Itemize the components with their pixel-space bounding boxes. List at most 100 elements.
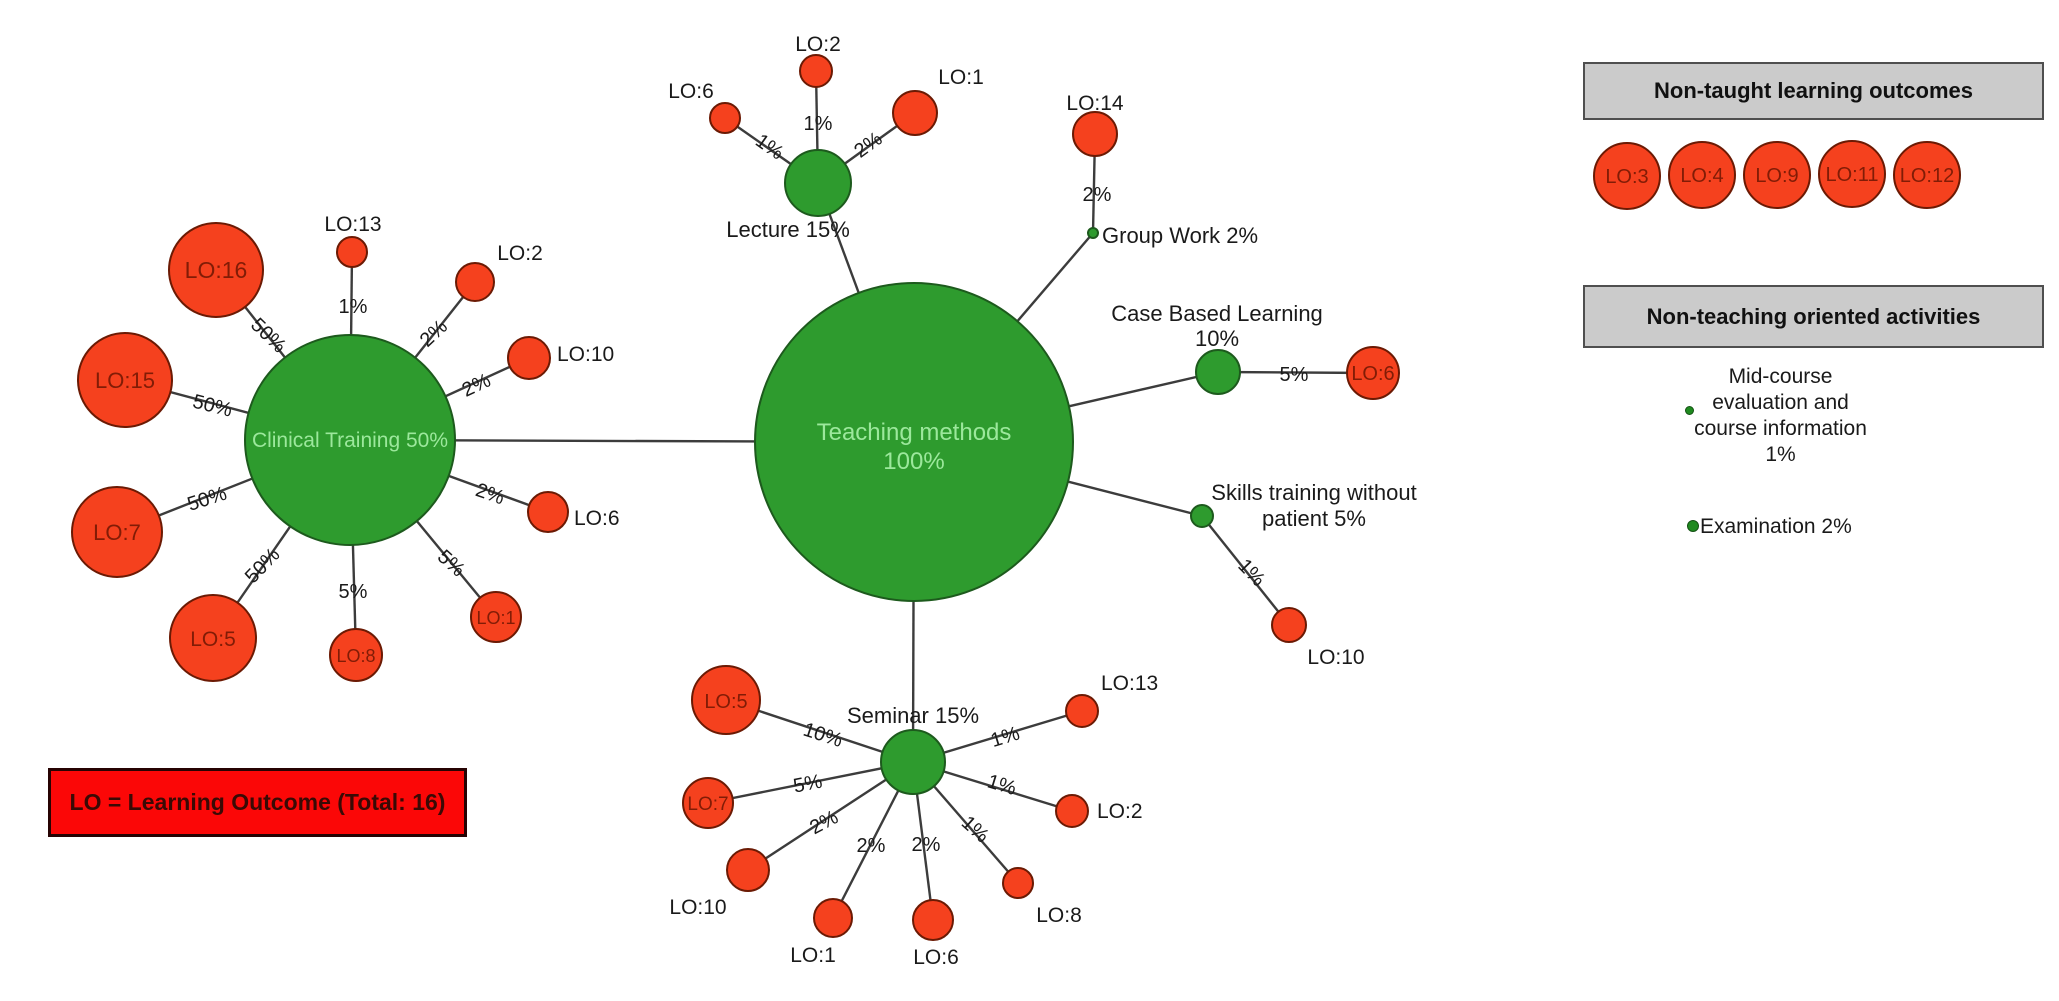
non-taught-outcomes-header: Non-taught learning outcomes (1583, 62, 2044, 120)
node-lo5-cli (169, 594, 257, 682)
edge-seminar-lo7-sem (707, 760, 914, 805)
node-lo8-sem (1002, 867, 1034, 899)
node-caption: LO:6 (574, 507, 620, 530)
node-label: LO:1 (476, 608, 515, 628)
examination-label: Examination 2% (1700, 515, 1852, 538)
node-caption: Group Work 2% (1102, 223, 1258, 248)
node-label: LO:7 (93, 520, 141, 545)
node-label: LO:5 (190, 628, 236, 651)
node-lo10-skl (1271, 607, 1307, 643)
node-label: LO:15 (95, 368, 155, 393)
node-caption: LO:10 (669, 896, 726, 919)
edge-percentage-label: 50% (241, 544, 285, 588)
node-label: LO:9 (1755, 165, 1798, 187)
edge-percentage-label: 50% (185, 483, 230, 516)
node-caption: patient 5% (1262, 506, 1366, 531)
node-lo7-sem (682, 777, 734, 829)
node-lo6-lec (709, 102, 741, 134)
mid-course-line: evaluation and (1712, 391, 1849, 414)
node-caption: LO:10 (557, 343, 614, 366)
edge-percentage-label: 10% (1195, 326, 1239, 351)
node-lo10-sem (726, 848, 770, 892)
node-seminar (880, 729, 946, 795)
edge-percentage-label: 2% (473, 479, 508, 509)
node-caption: LO:2 (1097, 800, 1143, 823)
node-lo8-cli (329, 628, 383, 682)
edge-percentage-label: 50% (246, 314, 290, 358)
mid-course-line: Mid-course (1728, 365, 1833, 388)
node-label: 100% (883, 448, 944, 475)
edge-percentage-label: 10% (800, 719, 845, 752)
node-caption: LO:14 (1066, 92, 1124, 115)
node-lo9-leg (1743, 141, 1811, 209)
node-caption: LO:10 (1307, 646, 1364, 669)
node-skills (1190, 504, 1214, 528)
node-label: LO:7 (687, 794, 728, 815)
node-caption: Case Based Learning (1111, 301, 1323, 326)
labels-layer: 1%1%2%2%5%1%50%1%2%2%2%5%5%50%50%50%10%5… (93, 33, 1954, 969)
node-caption: LO:6 (913, 946, 959, 969)
node-caption: LO:13 (1101, 672, 1158, 695)
node-lo14-gw (1072, 111, 1118, 157)
node-label: LO:8 (336, 646, 375, 666)
non-teaching-activities-header: Non-teaching oriented activities (1583, 285, 2044, 348)
node-caption: Lecture 15% (726, 217, 850, 242)
edge-percentage-label: 5% (792, 771, 825, 798)
node-caption: LO:2 (795, 33, 841, 56)
node-lo6-cbl (1346, 346, 1400, 400)
node-lo3-leg (1593, 142, 1661, 210)
node-lo1-cli (470, 591, 522, 643)
node-lo11-leg (1818, 140, 1886, 208)
node-lo1-sem (813, 898, 853, 938)
node-caption: LO:13 (324, 213, 381, 236)
node-label: Teaching methods (817, 419, 1012, 446)
edge-percentage-label: 2% (850, 128, 886, 163)
node-label: LO:3 (1605, 166, 1648, 188)
node-lo2-lec (799, 54, 833, 88)
examination-dot (1687, 520, 1699, 532)
node-label: LO:4 (1680, 165, 1723, 187)
node-label: Clinical Training 50% (252, 429, 448, 452)
edge-percentage-label: 2% (459, 369, 495, 401)
node-lo6-sem (912, 899, 954, 941)
node-label: LO:16 (185, 257, 248, 283)
edge-percentage-label: 5% (1280, 364, 1309, 386)
node-lo5-sem (691, 665, 761, 735)
node-teaching (754, 282, 1074, 602)
node-lo12-leg (1893, 141, 1961, 209)
mid-course-line: course information (1694, 417, 1867, 440)
edge-percentage-label: 2% (912, 834, 941, 856)
node-cbl (1195, 349, 1241, 395)
edge-percentage-label: 2% (416, 316, 452, 352)
node-caption: LO:1 (938, 66, 984, 89)
mid-course-line: 1% (1765, 443, 1796, 466)
node-lo16-cli (168, 222, 264, 318)
lo-footnote-box: LO = Learning Outcome (Total: 16) (48, 768, 467, 837)
nodes-layer (71, 54, 1961, 941)
edge-percentage-label: 1% (985, 771, 1019, 801)
node-lo1-lec (892, 90, 938, 136)
node-lo2-cli (455, 262, 495, 302)
mid-course-label: Mid-course evaluation and course informa… (1640, 364, 1921, 468)
node-lo2-sem (1055, 794, 1089, 828)
node-lo6-cli (527, 491, 569, 533)
node-lecture (784, 149, 852, 217)
node-label: LO:12 (1900, 165, 1954, 187)
edge-percentage-label: 2% (1083, 184, 1112, 206)
node-caption: LO:2 (497, 242, 543, 265)
node-caption: Seminar 15% (847, 703, 979, 728)
mid-course-dot (1685, 406, 1694, 415)
node-lo4-leg (1668, 141, 1736, 209)
node-lo13-cli (336, 236, 368, 268)
edge-percentage-label: 5% (339, 581, 368, 603)
edge-percentage-label: 1% (339, 296, 368, 318)
node-caption: Skills training without (1211, 480, 1416, 505)
edge-percentage-label: 2% (857, 835, 886, 857)
edge-percentage-label: 1% (804, 113, 833, 135)
node-caption: LO:1 (790, 944, 836, 967)
node-caption: LO:6 (668, 80, 714, 103)
edge-skills-lo10-skl (1201, 515, 1290, 626)
node-caption: LO:8 (1036, 904, 1082, 927)
